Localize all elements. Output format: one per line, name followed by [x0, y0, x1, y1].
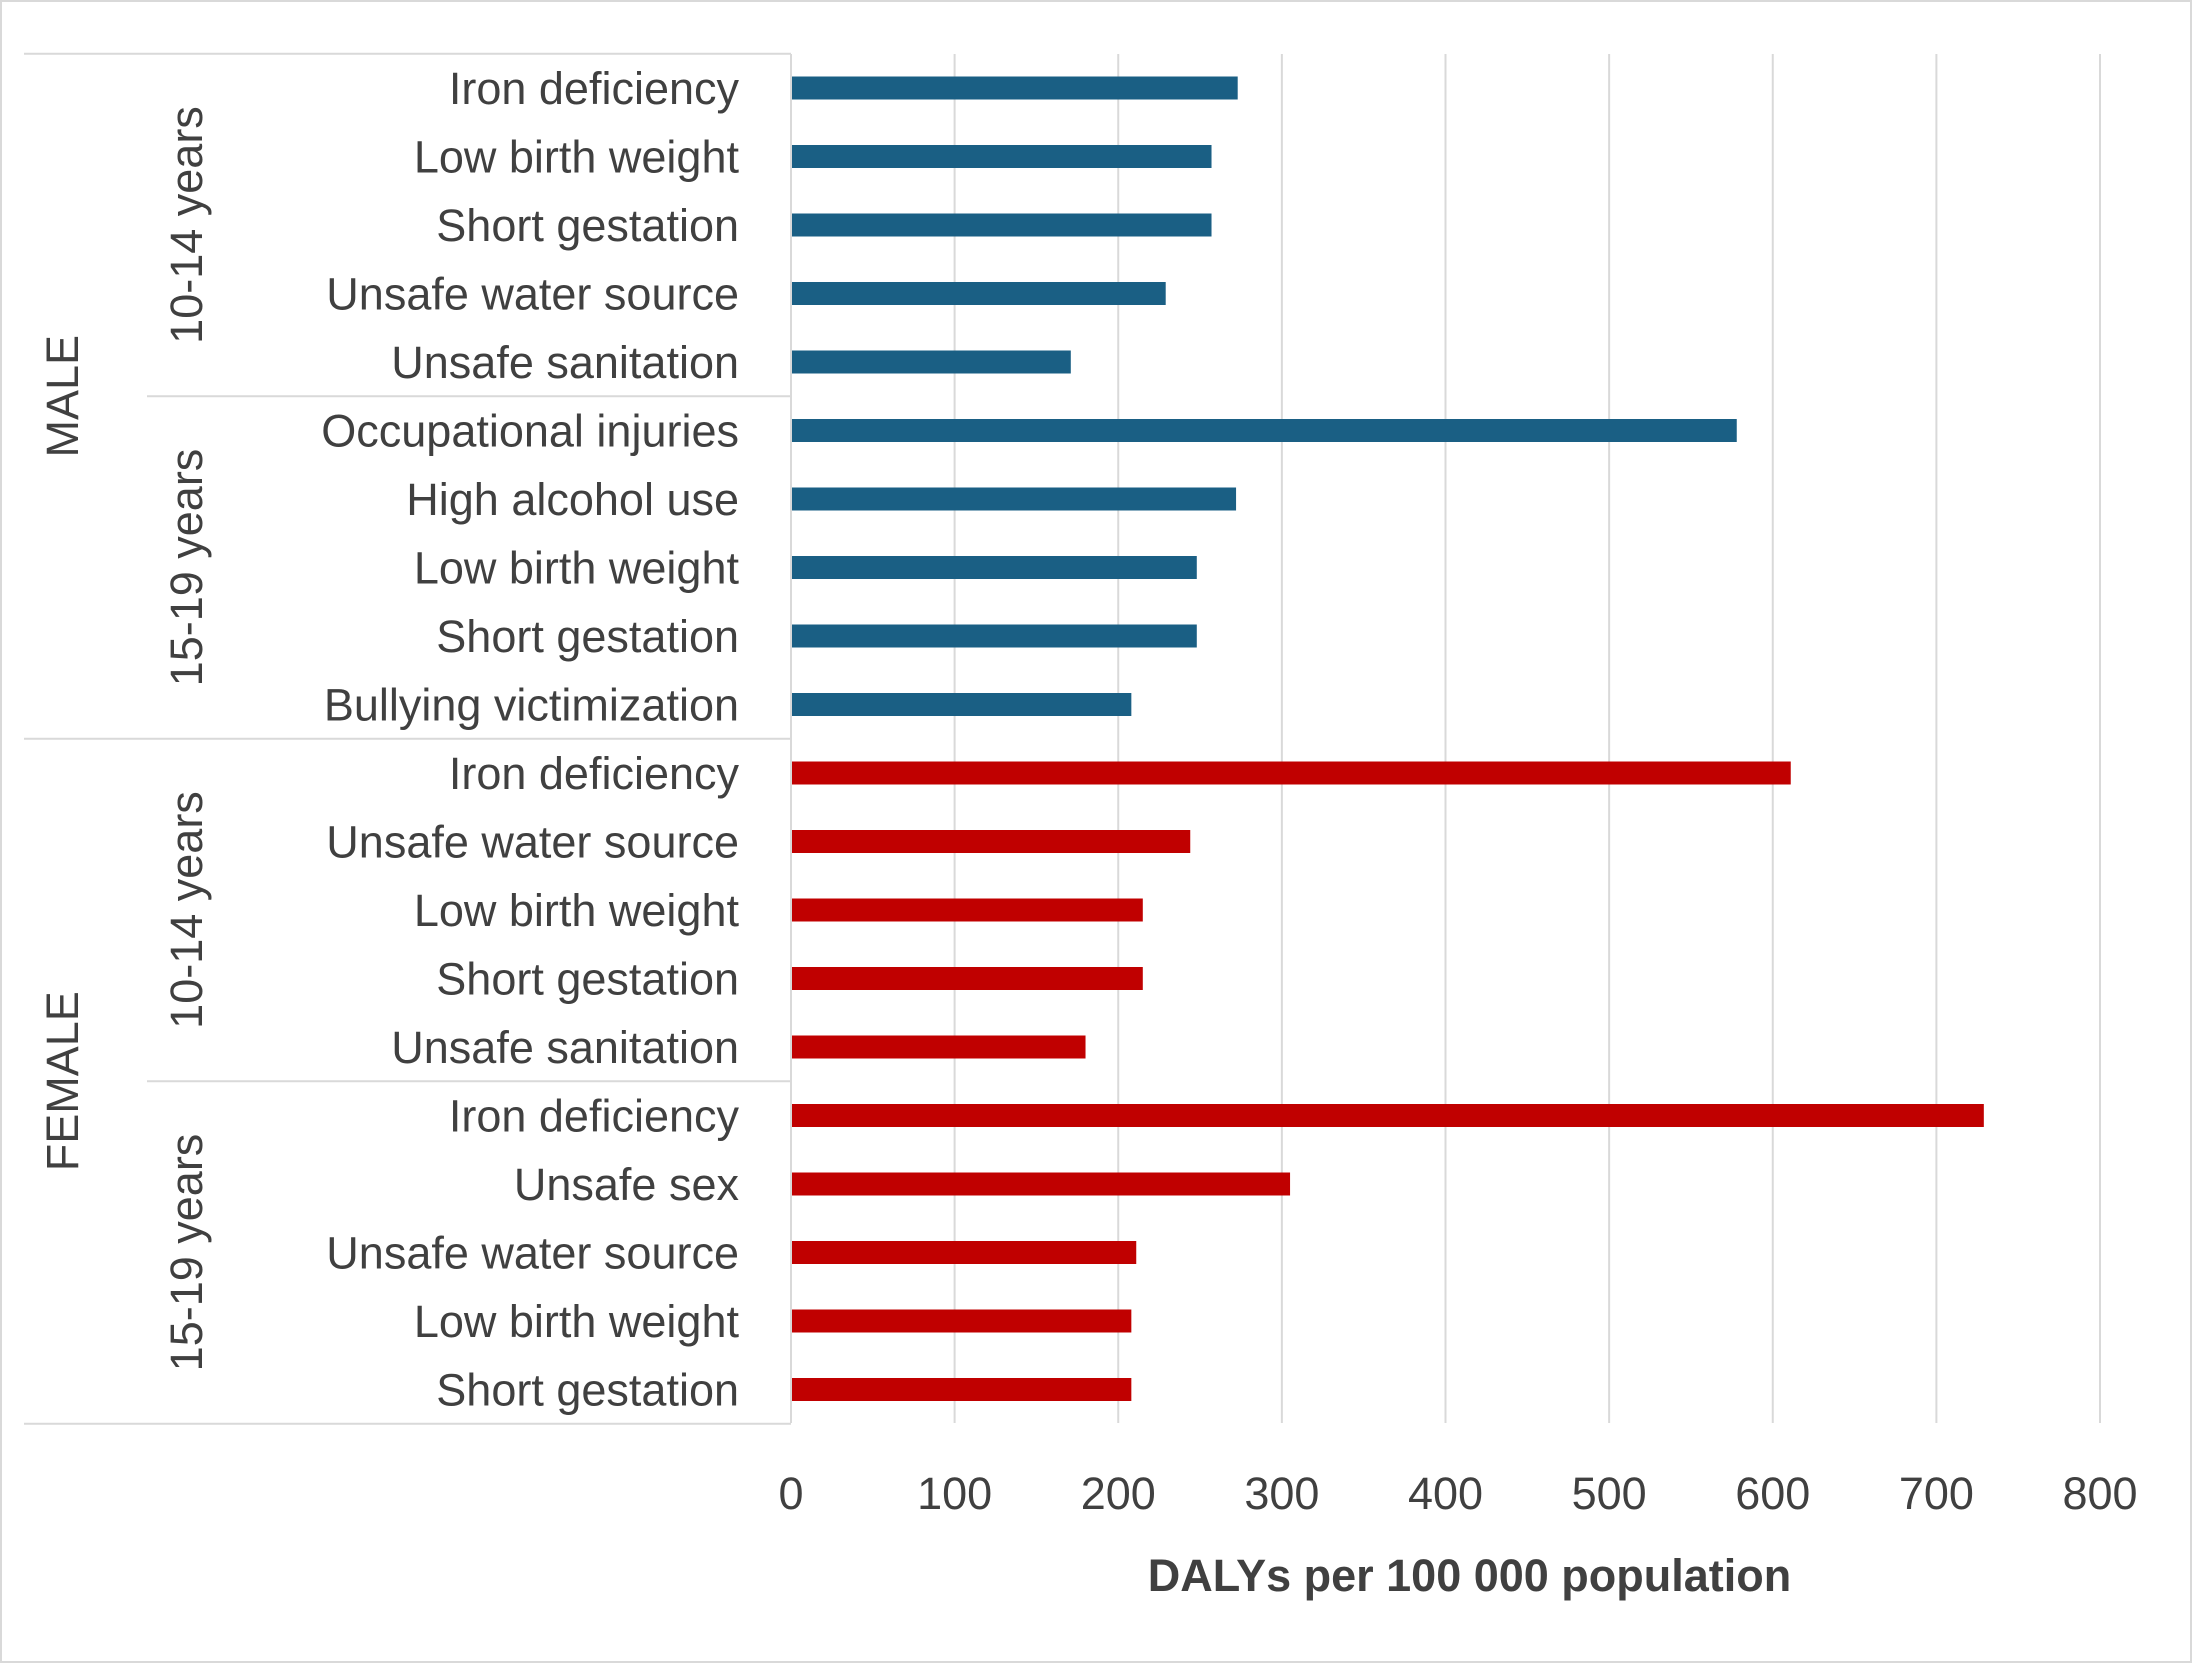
category-label: Unsafe sex — [514, 1159, 740, 1210]
category-label: Occupational injuries — [321, 406, 739, 457]
bar — [791, 761, 1791, 785]
category-label: Unsafe water source — [326, 817, 739, 868]
category-label: Low birth weight — [414, 885, 740, 936]
bar — [791, 693, 1132, 716]
bar — [791, 282, 1166, 305]
bar — [791, 1241, 1137, 1264]
x-axis-ticks: 0 100 200 300 400 500 600 700 800 — [778, 1468, 2137, 1519]
category-label: Low birth weight — [414, 132, 740, 183]
x-axis-title: DALYs per 100 000 population — [1148, 1550, 1792, 1601]
category-label: Iron deficiency — [449, 1091, 740, 1142]
category-label: Unsafe water source — [326, 269, 739, 320]
bar — [791, 213, 1212, 237]
bar — [791, 1378, 1132, 1401]
bar — [791, 487, 1237, 511]
age-group-label: 15-19 years — [161, 1134, 212, 1372]
category-label: Iron deficiency — [449, 748, 740, 799]
x-tick-label: 500 — [1572, 1468, 1647, 1519]
x-tick-label: 100 — [917, 1468, 992, 1519]
sex-group-label: FEMALE — [37, 991, 88, 1171]
bar — [791, 830, 1191, 853]
bar — [791, 967, 1143, 990]
x-tick-label: 300 — [1244, 1468, 1319, 1519]
group-labels: 10-14 years 15-19 years MALE 10-14 years 15-… — [37, 106, 212, 1371]
x-tick-label: 700 — [1899, 1468, 1974, 1519]
x-tick-label: 0 — [778, 1468, 803, 1519]
category-label: Low birth weight — [414, 1296, 740, 1347]
category-label: Iron deficiency — [449, 63, 740, 114]
category-label: High alcohol use — [406, 474, 739, 525]
category-label: Short gestation — [436, 954, 739, 1005]
bars — [791, 76, 1984, 1401]
x-tick-label: 200 — [1081, 1468, 1156, 1519]
bar — [791, 898, 1143, 922]
bar — [791, 350, 1071, 374]
age-group-label: 10-14 years — [161, 791, 212, 1029]
bar — [791, 145, 1212, 168]
bar — [791, 76, 1238, 100]
category-label: Short gestation — [436, 1365, 739, 1416]
bar — [791, 1104, 1984, 1127]
bar — [791, 1035, 1086, 1059]
gridlines — [953, 54, 2101, 1423]
category-label: Unsafe sanitation — [391, 1022, 739, 1073]
category-label: Low birth weight — [414, 543, 740, 594]
category-label: Unsafe water source — [326, 1228, 739, 1279]
bar — [791, 556, 1197, 579]
category-label: Bullying victimization — [324, 680, 739, 731]
category-label: Short gestation — [436, 200, 739, 251]
age-group-label: 10-14 years — [161, 106, 212, 344]
x-tick-label: 600 — [1735, 1468, 1810, 1519]
age-group-label: 15-19 years — [161, 449, 212, 687]
bar — [791, 1172, 1291, 1196]
category-label: Short gestation — [436, 611, 739, 662]
category-label: Unsafe sanitation — [391, 337, 739, 388]
bar — [791, 624, 1197, 648]
bar — [791, 1309, 1132, 1333]
sex-group-label: MALE — [37, 335, 88, 458]
x-tick-label: 800 — [2062, 1468, 2137, 1519]
category-labels: Iron deficiency Low birth weight Short ges… — [321, 63, 739, 1416]
x-tick-label: 400 — [1408, 1468, 1483, 1519]
bar — [791, 419, 1737, 442]
group-separators — [24, 52, 792, 1425]
